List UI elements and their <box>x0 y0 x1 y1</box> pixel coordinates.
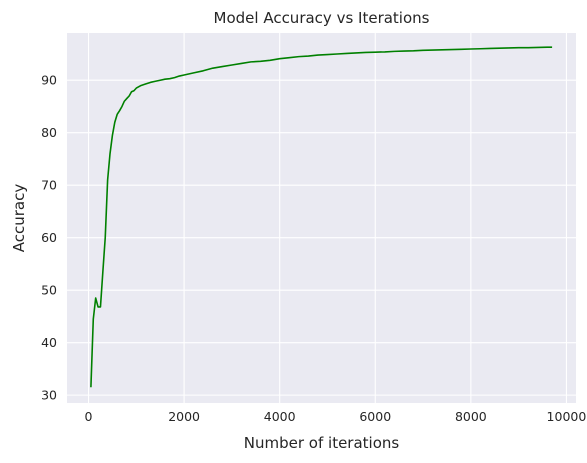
x-tick-label: 0 <box>85 409 93 424</box>
x-tick-label: 6000 <box>359 409 391 424</box>
y-tick-label: 30 <box>41 388 57 403</box>
x-tick-label: 8000 <box>455 409 487 424</box>
y-tick-label: 70 <box>41 178 57 193</box>
y-tick-label: 80 <box>41 125 57 140</box>
y-tick-label: 40 <box>41 335 57 350</box>
chart-title: Model Accuracy vs Iterations <box>214 9 430 27</box>
x-tick-label: 10000 <box>547 409 587 424</box>
x-tick-label: 2000 <box>168 409 200 424</box>
x-axis-label: Number of iterations <box>244 434 400 452</box>
y-tick-label: 60 <box>41 230 57 245</box>
plot-area <box>67 33 576 403</box>
x-tick-label: 4000 <box>264 409 296 424</box>
y-axis-label: Accuracy <box>10 184 28 253</box>
y-tick-label: 90 <box>41 73 57 88</box>
y-tick-label: 50 <box>41 283 57 298</box>
